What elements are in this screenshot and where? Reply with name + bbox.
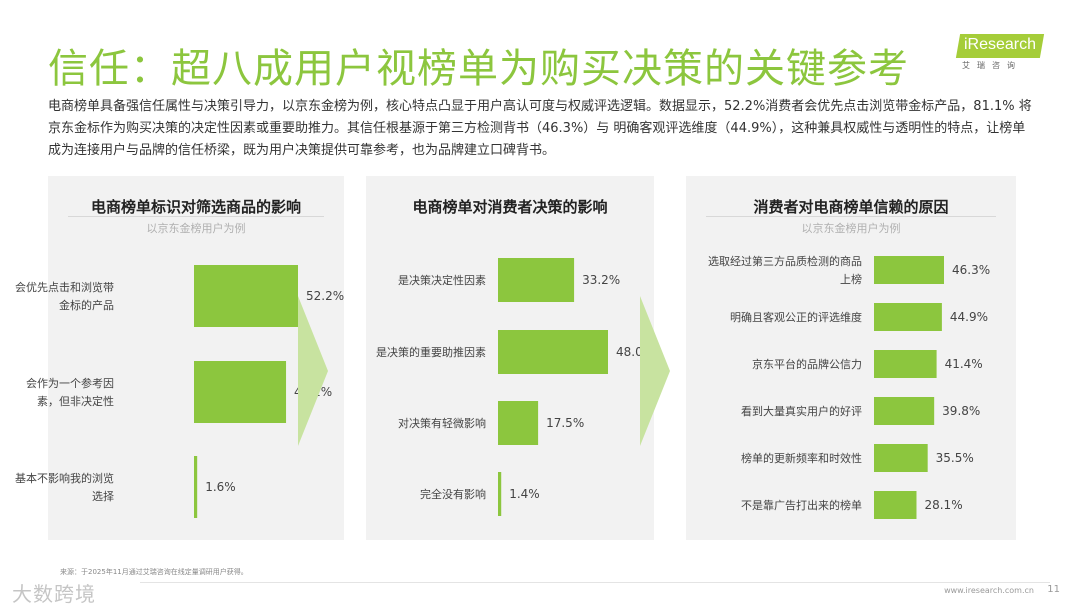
bar [874,444,928,472]
panel-trust-reasons: 消费者对电商榜单信赖的原因 以京东金榜用户为例 46.3% 选取经过第三方品质检测… [686,176,1016,540]
chart-decision-influence: 33.2%是决策决定性因素48.0%是决策的重要助推因素17.5%对决策有轻微影… [376,258,654,516]
bar [874,491,917,519]
footer-divider [140,582,1050,583]
logo-subtitle: 艾瑞咨询 [962,61,1022,70]
panel-filter-influence: 电商榜单标识对筛选商品的影响 以京东金榜用户为例 52.2% 会优先点击和浏览带金… [15,176,344,540]
bar [874,397,935,425]
category-label: 看到大量真实用户的好评 [741,404,862,418]
bar [498,330,608,374]
category-label: 完全没有影响 [420,487,486,501]
panel-subtitle: 以京东金榜用户为例 [801,222,901,235]
arrow-right-icon [298,296,328,446]
value-label: 52.2% [306,289,344,303]
value-label: 1.6% [205,480,236,494]
value-label: 1.4% [509,487,540,501]
category-label: 不是靠广告打出来的榜单 [741,498,862,512]
site-url: www.iresearch.com.cn [944,586,1034,595]
bar [194,265,298,327]
panel-title: 电商榜单对消费者决策的影响 [412,198,608,216]
panel-decision-influence: 电商榜单对消费者决策的影响 33.2% 是决策决定性因素 48.0% 是决策的重要助推… [366,176,654,540]
bar [498,401,539,445]
category-label: 基本不影响我的浏览选择 [15,471,114,503]
category-label: 榜单的更新频率和时效性 [741,451,862,465]
panel-title: 消费者对电商榜单信赖的原因 [753,198,949,216]
bar [874,350,937,378]
value-label: 41.4% [945,357,983,371]
value-label: 35.5% [936,451,974,465]
category-label: 京东平台的品牌公信力 [752,357,862,371]
category-label: 会优先点击和浏览带金标的产品 [15,280,114,312]
bar [874,303,942,331]
bar [498,472,502,516]
page-number: 11 [1047,584,1060,595]
value-label: 39.8% [942,404,980,418]
chart-filter-influence: 52.2%会优先点击和浏览带金标的产品46.2%会作为一个参考因素，但非决定性1… [15,265,344,518]
source-note: 来源：于2025年11月通过艾瑞咨询在线定量调研用户获得。 [60,568,248,576]
arrow-right-icon [640,296,670,446]
logo-text: iResearch [964,36,1037,53]
bar [194,361,287,423]
bar [194,456,198,518]
value-label: 44.9% [950,310,988,324]
bar [874,256,944,284]
category-label: 是决策决定性因素 [398,273,486,287]
value-label: 46.3% [952,263,990,277]
panel-divider [68,216,324,217]
iresearch-logo: iResearch 艾瑞咨询 [955,30,1048,72]
page-title: 信任：超八成用户视榜单为购买决策的关键参考 [48,46,909,92]
value-label: 28.1% [924,498,962,512]
category-label: 对决策有轻微影响 [398,416,486,430]
value-label: 17.5% [546,416,584,430]
description: 电商榜单具备强信任属性与决策引导力，以京东金榜为例，核心特点凸显于用户高认可度与… [48,99,1032,158]
chart-trust-reasons: 46.3% 选取经过第三方品质检测的商品上榜 44.9% 明确且客观公正的评选维度 41… [708,254,990,519]
category-label: 选取经过第三方品质检测的商品上榜 [708,254,862,286]
watermark: 大数跨境 [12,582,96,606]
category-label: 会作为一个参考因素，但非决定性 [26,376,114,408]
panel-subtitle: 以京东金榜用户为例 [146,222,246,235]
value-label: 33.2% [582,273,620,287]
category-label: 明确且客观公正的评选维度 [730,310,862,324]
panel-title: 电商榜单标识对筛选商品的影响 [90,198,301,216]
bar [498,258,575,302]
panel-divider [706,216,996,217]
category-label: 是决策的重要助推因素 [376,345,486,359]
